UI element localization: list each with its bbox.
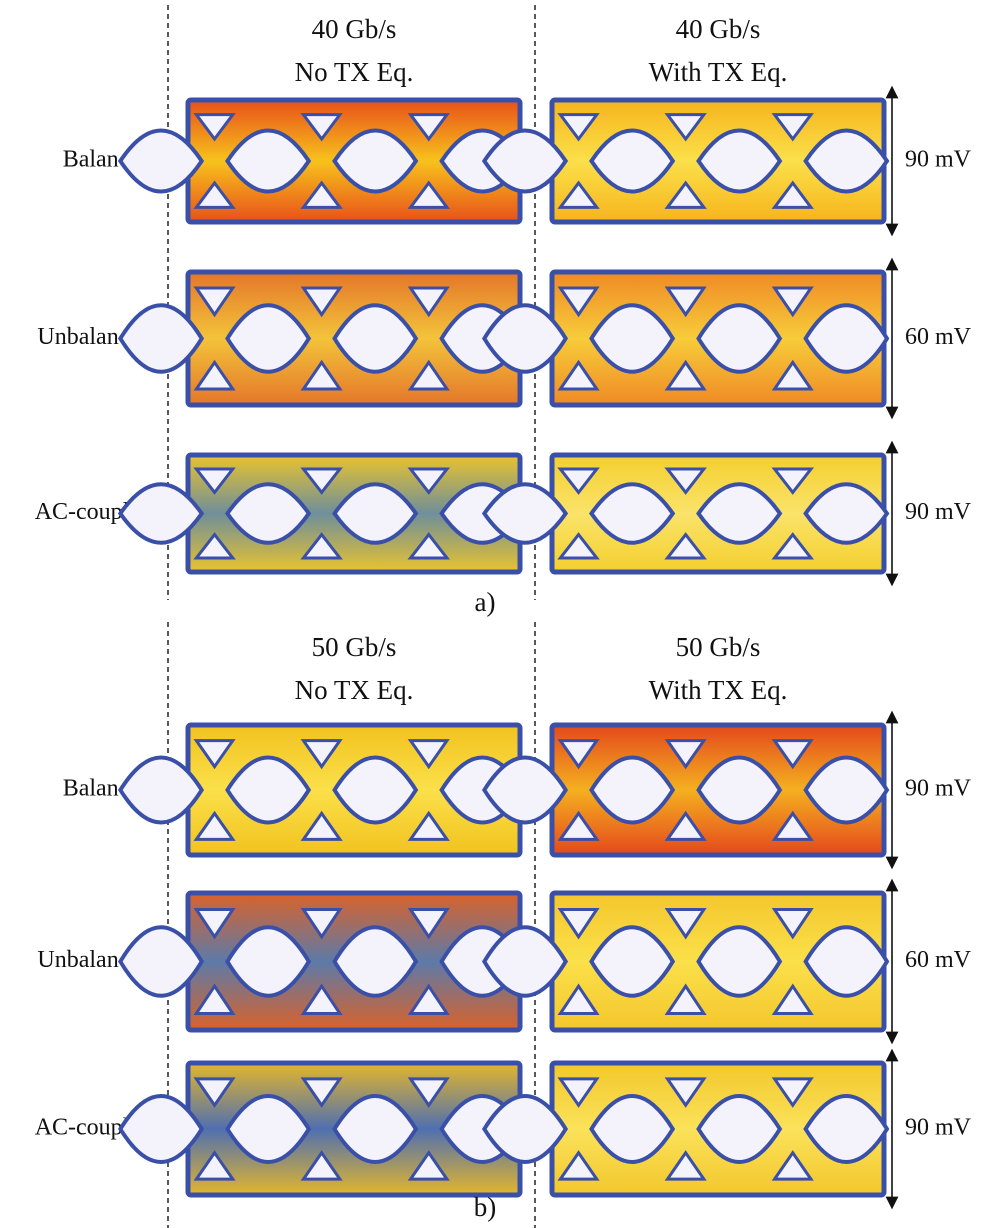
- column-rate: 50 Gb/s: [312, 632, 397, 662]
- eye-diagram: [120, 100, 523, 222]
- scale-label: 90 mV: [905, 499, 972, 525]
- eye-diagram: [120, 272, 523, 405]
- eye-diagram: [120, 455, 523, 572]
- scale-label: 60 mV: [905, 324, 972, 350]
- column-rate: 40 Gb/s: [312, 14, 397, 44]
- scale-label: 90 mV: [905, 147, 972, 173]
- eye-diagram: [484, 725, 887, 855]
- eye-diagram: [484, 100, 887, 222]
- column-eq: No TX Eq.: [295, 675, 414, 705]
- column-eq: No TX Eq.: [295, 57, 414, 87]
- eye-diagram: [484, 272, 887, 405]
- column-eq: With TX Eq.: [649, 675, 788, 705]
- eye-diagram: [484, 455, 887, 572]
- column-rate: 40 Gb/s: [676, 14, 761, 44]
- panel-label: b): [474, 1192, 497, 1222]
- figure: 40 Gb/sNo TX Eq.40 Gb/sWith TX Eq.Balanc…: [0, 0, 989, 1228]
- eye-diagram: [120, 1063, 523, 1195]
- scale-label: 60 mV: [905, 947, 972, 973]
- eye-diagram: [484, 893, 887, 1030]
- eye-diagram: [120, 893, 523, 1030]
- eye-diagram: [120, 725, 523, 855]
- column-eq: With TX Eq.: [649, 57, 788, 87]
- scale-label: 90 mV: [905, 776, 972, 802]
- scale-label: 90 mV: [905, 1115, 972, 1141]
- eye-diagram: [484, 1063, 887, 1195]
- column-rate: 50 Gb/s: [676, 632, 761, 662]
- panel-label: a): [475, 587, 496, 617]
